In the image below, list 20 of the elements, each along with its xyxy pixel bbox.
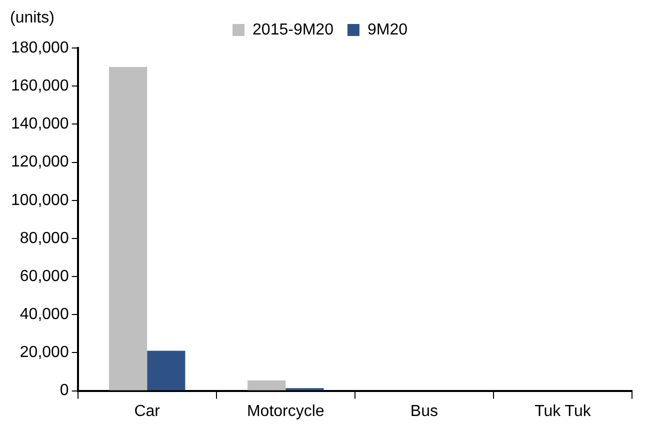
y-tick-label: 40,000 <box>20 306 69 324</box>
y-tick-label: 80,000 <box>20 230 69 247</box>
y-tick-label: 180,000 <box>10 39 69 56</box>
legend-label: 2015-9M20 <box>252 21 334 38</box>
y-tick-label: 0 <box>60 382 69 400</box>
y-tick-label: 160,000 <box>10 77 69 94</box>
y-tick-label: 100,000 <box>10 192 69 209</box>
x-tick-label: Bus <box>410 402 438 420</box>
y-tick-label: 20,000 <box>20 344 69 362</box>
y-tick-label: 140,000 <box>10 116 69 133</box>
x-tick-label: Tuk Tuk <box>534 402 592 420</box>
bar <box>147 350 186 390</box>
x-tick-label: Motorcycle <box>246 402 324 420</box>
x-tick-label: Car <box>134 402 161 420</box>
bar <box>248 380 286 390</box>
y-axis-title: (units) <box>10 9 54 26</box>
y-tick-label: 120,000 <box>10 154 69 171</box>
bar <box>109 67 148 390</box>
legend-label: 9M20 <box>367 21 408 38</box>
y-tick-label: 60,000 <box>20 268 69 285</box>
